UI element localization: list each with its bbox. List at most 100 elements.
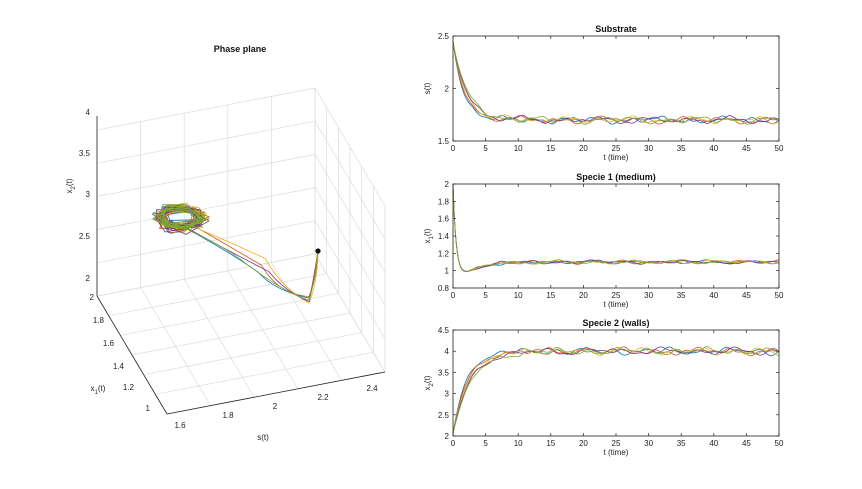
x2-axis-ticks: 4 3.5 3 2.5 2	[79, 108, 91, 283]
x1-tick-label: 1.8	[93, 316, 105, 325]
x-tick-label: 15	[546, 144, 555, 153]
x1-axis-label: x1(t)	[91, 384, 106, 396]
x-tick-label: 5	[483, 439, 488, 448]
specie2-xlabel: t (time)	[604, 448, 629, 457]
substrate-xlabel: t (time)	[604, 153, 629, 162]
x2-tick-label: 3.5	[79, 149, 91, 158]
floor-grid-line	[108, 273, 327, 317]
y-tick-label: 4	[445, 347, 450, 356]
phase-plane-plot: Phase plane 4 3.5 3 2.5 2 x2(t) 2 1.8 1.…	[65, 44, 386, 442]
x-tick-label: 45	[742, 439, 751, 448]
specie2-panel: Specie 2 (walls) 0 5 10 15 20 25 30 35 40 45 50 2 2.…	[423, 318, 784, 457]
y-tick-label: 1.5	[438, 137, 450, 146]
specie1-ylabel: x1(t)	[423, 228, 435, 243]
x-tick-label: 40	[709, 144, 718, 153]
floor-grid-line	[131, 312, 351, 356]
y-tick-label: 2	[445, 432, 450, 441]
x1-tick-label: 2	[90, 293, 95, 302]
x1-tick-label: 1	[146, 404, 151, 413]
x-tick-label: 5	[483, 291, 488, 300]
y-tick-label: 1	[445, 267, 450, 276]
substrate-title: Substrate	[595, 24, 637, 34]
series-line-3	[452, 41, 780, 125]
x-tick-label: 25	[612, 291, 621, 300]
x-tick-label: 35	[677, 439, 686, 448]
x-tick-label: 5	[483, 144, 488, 153]
x2-tick-label: 4	[86, 108, 91, 117]
specie2-ylabel: x2(t)	[423, 375, 435, 390]
x-tick-label: 20	[579, 144, 588, 153]
phase-plane-axes	[96, 116, 386, 415]
s-tick-label: 1.8	[222, 411, 234, 420]
x-tick-label: 50	[775, 439, 784, 448]
y-tick-label: 0.8	[438, 284, 450, 293]
s-tick-label: 2.2	[317, 393, 329, 402]
x-tick-label: 10	[514, 291, 523, 300]
x-tick-label: 15	[546, 291, 555, 300]
back-wall-grid-line	[96, 154, 316, 197]
back-wall-grid-line	[96, 87, 316, 131]
x-tick-label: 0	[451, 439, 456, 448]
x-tick-label: 35	[677, 144, 686, 153]
x-tick-label: 30	[644, 439, 653, 448]
s-axis-line	[166, 371, 386, 415]
x-tick-label: 0	[451, 291, 456, 300]
x1-axis-line	[96, 295, 168, 415]
side-wall-grid-line	[314, 220, 386, 339]
x-tick-label: 35	[677, 291, 686, 300]
substrate-ylabel: s(t)	[423, 82, 432, 94]
x-tick-label: 50	[775, 291, 784, 300]
specie2-ticks: 0 5 10 15 20 25 30 35 40 45 50 2 2.5 3 3.5 4 4.5	[438, 326, 784, 448]
specie1-panel: Specie 1 (medium) 0 5 10 15 20 25 30 35 40 45 50 0.…	[423, 172, 784, 309]
specie1-title: Specie 1 (medium)	[576, 172, 656, 182]
x1-tick-label: 1.4	[113, 362, 125, 371]
series-line-2	[452, 41, 780, 125]
phase-plane-trajectories	[151, 202, 319, 304]
specie1-ticks: 0 5 10 15 20 25 30 35 40 45 50 0.8 1 1.2 1.4 1.6 1.8 2	[438, 180, 784, 300]
x-tick-label: 40	[709, 439, 718, 448]
specie1-axes-box	[452, 183, 780, 289]
floor-grid-line	[143, 332, 362, 376]
x1-tick-label: 1.6	[103, 339, 115, 348]
specie2-axes-box	[452, 329, 780, 437]
y-tick-label: 1.4	[438, 232, 450, 241]
phase-trajectory-2	[153, 204, 319, 297]
y-tick-label: 3	[445, 390, 450, 399]
phase-trajectory-4	[152, 204, 319, 302]
y-tick-label: 2.5	[438, 411, 450, 420]
x-tick-label: 25	[612, 439, 621, 448]
side-wall-grid-line	[314, 187, 386, 306]
substrate-lines	[452, 41, 780, 125]
series-line-2	[452, 346, 780, 434]
side-wall-grid-line	[314, 154, 386, 273]
specie1-lines	[452, 184, 780, 273]
initial-point-marker	[315, 248, 321, 254]
series-line-5	[452, 346, 780, 434]
side-wall-grid-line	[314, 121, 386, 240]
series-line-4	[452, 346, 780, 434]
phase-plane-grid	[96, 87, 386, 415]
substrate-axes-box	[452, 35, 780, 142]
y-tick-label: 2.5	[438, 32, 450, 41]
x-tick-label: 50	[775, 144, 784, 153]
x-tick-label: 45	[742, 291, 751, 300]
phase-trajectory-1	[151, 204, 319, 299]
x-tick-label: 20	[579, 439, 588, 448]
series-line-5	[452, 184, 780, 273]
y-tick-label: 1.6	[438, 215, 450, 224]
y-tick-label: 1.8	[438, 197, 450, 206]
substrate-ticks: 0 5 10 15 20 25 30 35 40 45 50 1.5 2 2.5	[438, 32, 784, 153]
floor-grid-line	[155, 351, 374, 395]
x2-tick-label: 2	[86, 274, 91, 283]
series-line-4	[452, 41, 780, 125]
x-tick-label: 10	[514, 144, 523, 153]
s-tick-label: 2.4	[366, 384, 378, 393]
back-wall-grid-line	[96, 187, 316, 230]
x-tick-label: 15	[546, 439, 555, 448]
s-axis-ticks: 1.6 1.8 2 2.2 2.4	[174, 384, 378, 430]
side-wall-grid-line	[314, 253, 386, 373]
x2-tick-label: 3	[86, 190, 91, 199]
phase-trajectory-5	[153, 203, 319, 301]
substrate-panel: Substrate 0 5 10 15 20 25 30 35 40 45 50 1.5 2 2.5 t …	[423, 24, 784, 162]
